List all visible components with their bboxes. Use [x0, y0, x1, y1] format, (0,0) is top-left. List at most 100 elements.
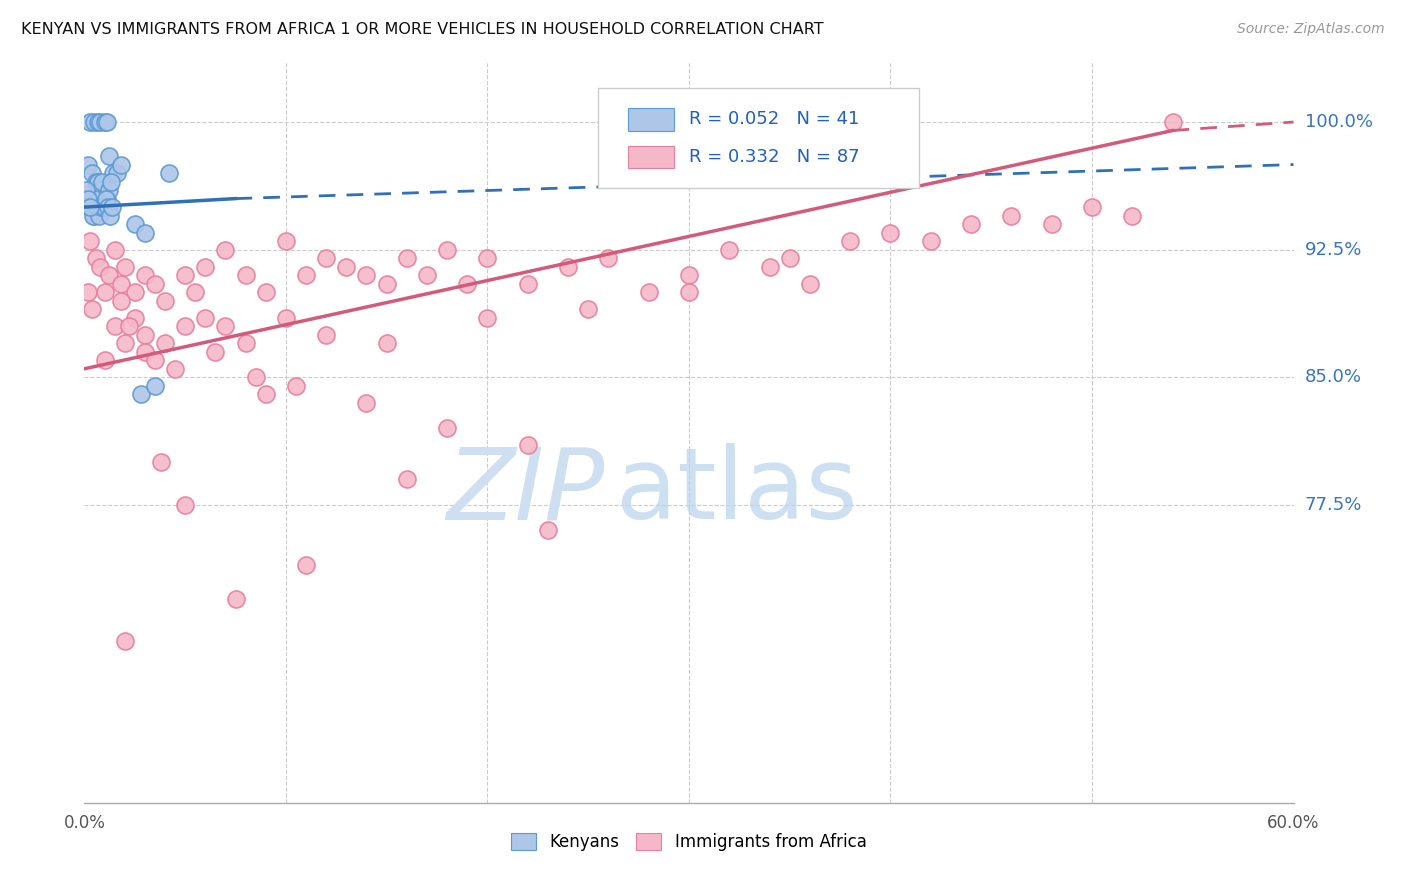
Point — [960, 217, 983, 231]
Point — [90, 200, 112, 214]
Point — [174, 319, 197, 334]
Point — [537, 524, 560, 538]
Point — [516, 277, 538, 291]
Point — [516, 438, 538, 452]
Point — [153, 336, 176, 351]
Point — [114, 336, 136, 351]
Point — [134, 344, 156, 359]
Point — [114, 634, 136, 648]
Point — [174, 498, 197, 512]
Point — [1081, 200, 1104, 214]
Point — [356, 396, 378, 410]
Point — [86, 251, 108, 265]
Point — [93, 353, 115, 368]
Point — [82, 209, 104, 223]
Point — [274, 234, 297, 248]
Text: R = 0.052   N = 41: R = 0.052 N = 41 — [689, 111, 859, 128]
Point — [165, 361, 187, 376]
Point — [77, 192, 100, 206]
Point — [678, 285, 700, 300]
Point — [82, 302, 104, 317]
Point — [83, 115, 105, 129]
Text: Source: ZipAtlas.com: Source: ZipAtlas.com — [1237, 22, 1385, 37]
Point — [598, 251, 620, 265]
Point — [214, 319, 236, 334]
Point — [718, 243, 741, 257]
Point — [96, 192, 118, 206]
Point — [245, 370, 267, 384]
Point — [779, 251, 801, 265]
Point — [118, 319, 141, 334]
Point — [93, 285, 115, 300]
Point — [920, 234, 942, 248]
Point — [134, 327, 156, 342]
Point — [93, 200, 115, 214]
FancyBboxPatch shape — [599, 88, 918, 188]
Point — [76, 192, 98, 206]
Point — [87, 175, 110, 189]
Point — [477, 251, 499, 265]
Point — [395, 251, 418, 265]
Point — [89, 260, 111, 274]
Point — [143, 379, 166, 393]
Point — [315, 251, 337, 265]
Point — [356, 268, 378, 283]
Point — [225, 591, 247, 606]
Point — [134, 226, 156, 240]
Point — [104, 319, 127, 334]
Point — [335, 260, 357, 274]
Point — [75, 183, 97, 197]
Text: atlas: atlas — [616, 443, 858, 541]
Point — [110, 293, 132, 308]
Bar — [628, 146, 675, 169]
Point — [184, 285, 207, 300]
Point — [214, 243, 236, 257]
Point — [576, 302, 599, 317]
Point — [157, 166, 180, 180]
Point — [375, 336, 398, 351]
Point — [86, 175, 108, 189]
Point — [557, 260, 579, 274]
Point — [254, 387, 277, 401]
Point — [96, 200, 118, 214]
Point — [416, 268, 439, 283]
Point — [799, 277, 821, 291]
Point — [77, 285, 100, 300]
Point — [84, 192, 107, 206]
Point — [1040, 217, 1063, 231]
Point — [174, 268, 197, 283]
Point — [1161, 115, 1184, 129]
Point — [194, 260, 217, 274]
Point — [110, 277, 132, 291]
Point — [879, 226, 901, 240]
Point — [758, 260, 780, 274]
Point — [477, 310, 499, 325]
Point — [436, 243, 458, 257]
Point — [97, 149, 120, 163]
Point — [100, 175, 122, 189]
Point — [149, 455, 172, 469]
Point — [839, 234, 862, 248]
Text: 85.0%: 85.0% — [1305, 368, 1361, 386]
Point — [89, 115, 111, 129]
Point — [83, 209, 105, 223]
Point — [124, 310, 146, 325]
Point — [456, 277, 478, 291]
Point — [77, 157, 100, 171]
Point — [79, 234, 101, 248]
Point — [194, 310, 217, 325]
Text: KENYAN VS IMMIGRANTS FROM AFRICA 1 OR MORE VEHICLES IN HOUSEHOLD CORRELATION CHA: KENYAN VS IMMIGRANTS FROM AFRICA 1 OR MO… — [21, 22, 824, 37]
Point — [98, 209, 121, 223]
Legend: Kenyans, Immigrants from Africa: Kenyans, Immigrants from Africa — [505, 826, 873, 857]
Point — [235, 268, 257, 283]
Point — [375, 277, 398, 291]
Point — [1000, 209, 1022, 223]
Point — [93, 115, 115, 129]
Point — [254, 285, 277, 300]
Point — [153, 293, 176, 308]
Point — [89, 209, 111, 223]
Point — [134, 268, 156, 283]
Point — [114, 260, 136, 274]
Text: ZIP: ZIP — [446, 443, 605, 541]
Point — [79, 115, 101, 129]
